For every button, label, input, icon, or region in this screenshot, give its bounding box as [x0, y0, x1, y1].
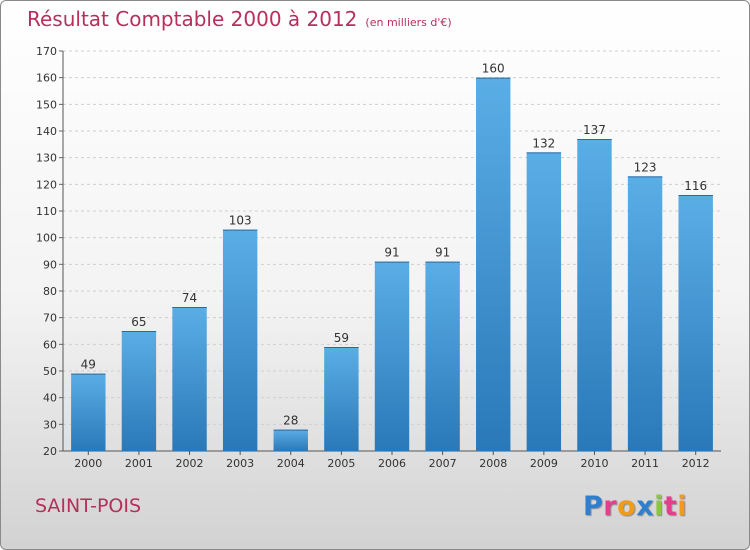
- y-tick-label: 150: [36, 98, 57, 111]
- logo-letter: i: [654, 491, 664, 522]
- y-tick-label: 160: [36, 72, 57, 85]
- bar: [71, 373, 106, 451]
- logo-letter: P: [583, 491, 604, 522]
- bar-layer: [71, 77, 713, 452]
- y-tick-label: 110: [36, 205, 57, 218]
- bar: [678, 195, 713, 451]
- logo-letter: r: [603, 491, 618, 522]
- data-label: 59: [334, 331, 349, 345]
- y-tick-label: 50: [43, 365, 57, 378]
- data-label: 116: [684, 179, 707, 193]
- bar: [425, 261, 460, 451]
- x-tick-label: 2007: [429, 457, 457, 470]
- commune-name: SAINT-POIS: [35, 495, 142, 517]
- bar: [476, 77, 511, 452]
- x-tick-label: 2011: [631, 457, 659, 470]
- proxiti-logo: Proxiti: [583, 491, 687, 522]
- data-label: 160: [482, 62, 505, 76]
- data-label: 137: [583, 123, 606, 137]
- x-tick-label: 2006: [378, 457, 406, 470]
- data-label: 132: [532, 136, 555, 150]
- data-label: 91: [384, 246, 399, 260]
- bar: [374, 261, 410, 451]
- y-tick-label: 130: [36, 152, 57, 165]
- data-label: 74: [182, 291, 197, 305]
- y-tick-label: 20: [43, 445, 57, 458]
- x-tick-label: 2005: [327, 457, 355, 470]
- y-tick-label: 30: [43, 418, 57, 431]
- data-label: 49: [81, 358, 96, 372]
- y-tick-label: 120: [36, 178, 57, 191]
- bar: [222, 229, 258, 451]
- data-label: 123: [634, 160, 657, 174]
- bar: [577, 139, 612, 451]
- y-tick-label: 80: [43, 285, 57, 298]
- x-tick-label: 2001: [125, 457, 153, 470]
- logo-letter: t: [663, 491, 678, 522]
- unit-note: (en milliers d'€): [365, 16, 452, 29]
- x-tick-label: 2010: [580, 457, 608, 470]
- y-tick-label: 40: [43, 392, 57, 405]
- y-tick-label: 140: [36, 125, 57, 138]
- bar: [324, 347, 359, 451]
- x-tick-label: 2000: [74, 457, 102, 470]
- data-label: 103: [229, 214, 252, 228]
- chart-title-text: Résultat Comptable 2000 à 2012: [27, 7, 358, 31]
- x-tick-label: 2008: [479, 457, 507, 470]
- x-tick-label: 2004: [277, 457, 305, 470]
- label-layer: 20 30 40 50 60 70 80 90 100 110 120 130 140 150 160 170…: [36, 45, 710, 470]
- x-tick-label: 2003: [226, 457, 254, 470]
- y-tick-label: 100: [36, 232, 57, 245]
- x-tick-label: 2012: [682, 457, 710, 470]
- bar: [121, 331, 157, 451]
- data-label: 28: [283, 414, 298, 428]
- data-label: 65: [131, 315, 146, 329]
- bar: [273, 429, 308, 451]
- x-tick-label: 2009: [530, 457, 558, 470]
- y-tick-label: 60: [43, 338, 57, 351]
- bar: [172, 307, 207, 451]
- data-label: 91: [435, 246, 450, 260]
- y-tick-label: 90: [43, 258, 57, 271]
- bar: [526, 152, 562, 452]
- bar: [627, 176, 663, 452]
- chart-title: Résultat Comptable 2000 à 2012 (en millie…: [27, 7, 452, 31]
- logo-letter: i: [677, 491, 688, 522]
- y-tick-label: 70: [43, 312, 57, 325]
- y-tick-label: 170: [36, 45, 57, 58]
- bar-chart: 20 30 40 50 60 70 80 90 100 110 120 130 140 150 160 170…: [36, 45, 721, 470]
- logo-letter: o: [617, 491, 637, 522]
- logo-letter: x: [636, 491, 655, 522]
- x-tick-label: 2002: [176, 457, 204, 470]
